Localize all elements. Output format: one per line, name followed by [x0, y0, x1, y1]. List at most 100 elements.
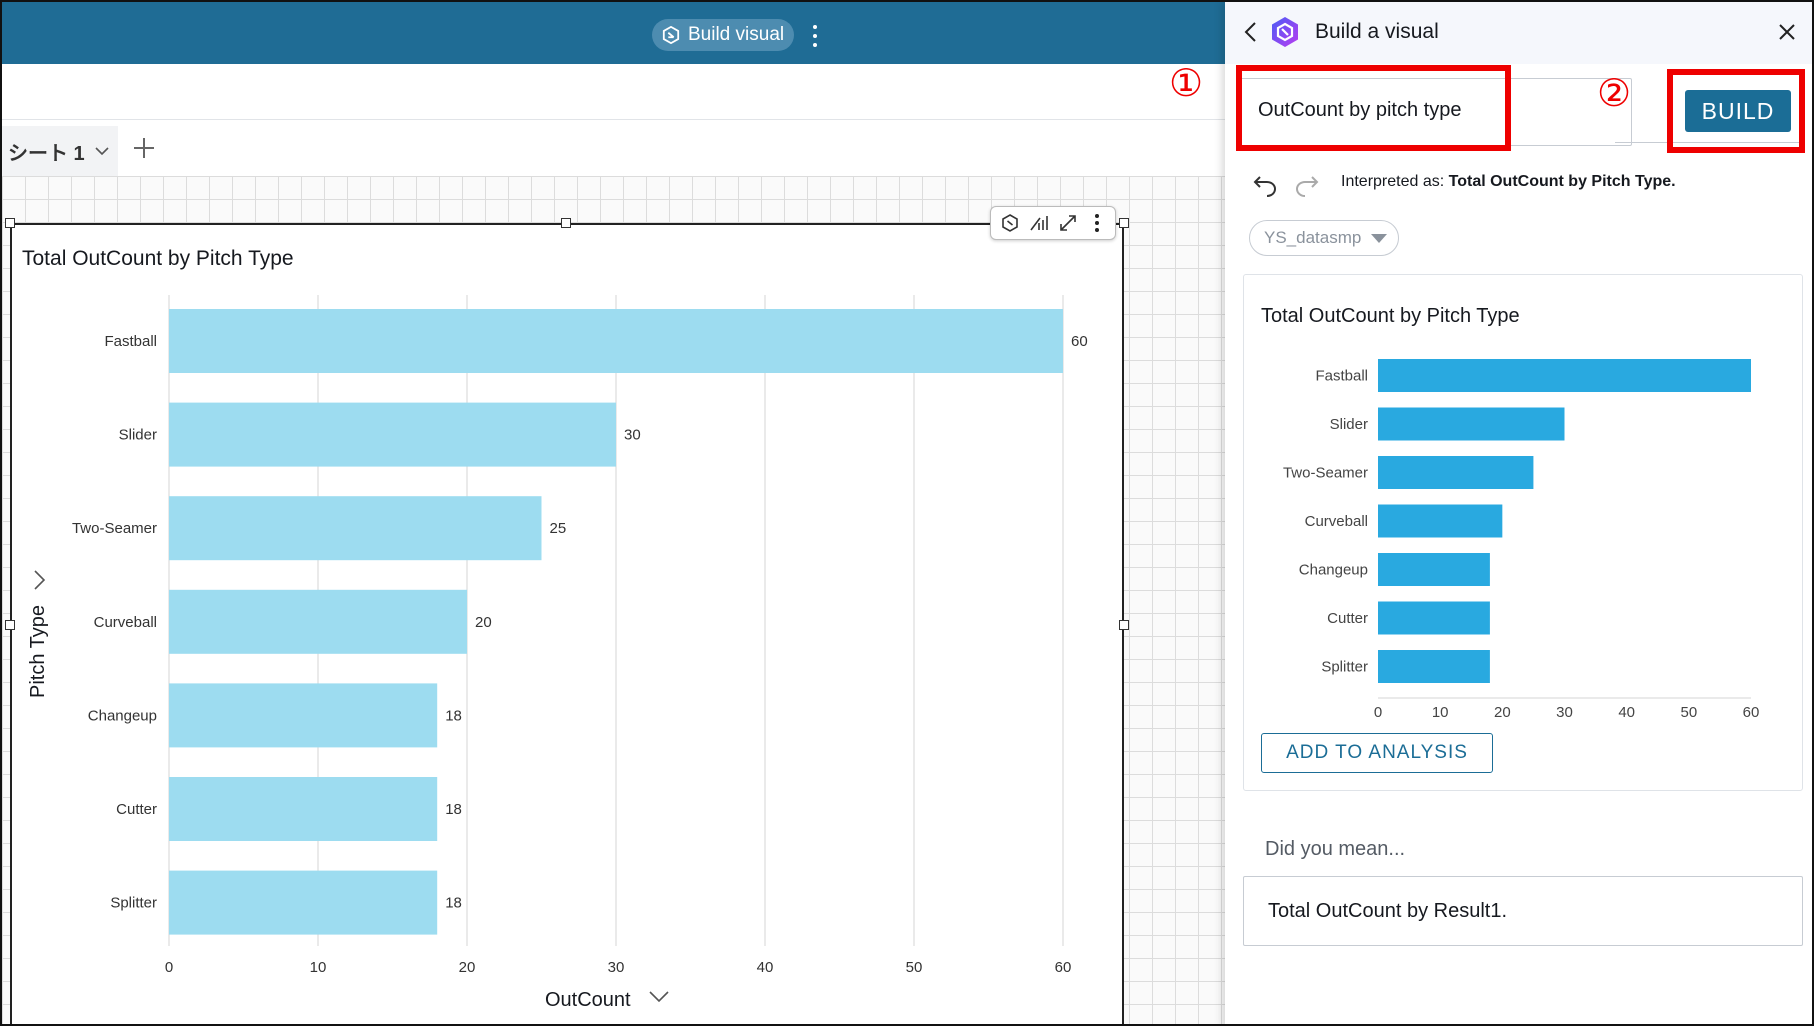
annotation-marker-2: ②: [1597, 71, 1632, 115]
main-category-label: Curveball: [94, 614, 157, 631]
sheet-tab-label: シート 1: [8, 142, 85, 165]
visual-toolbar: [990, 206, 1116, 240]
main-x-tick-label: 20: [459, 959, 476, 976]
main-category-label: Changeup: [88, 707, 157, 724]
preview-category-label: Cutter: [1327, 610, 1368, 627]
close-icon[interactable]: [1777, 22, 1797, 42]
query-input[interactable]: [1258, 99, 1548, 122]
preview-x-tick-label: 50: [1680, 704, 1697, 721]
preview-bar[interactable]: [1378, 650, 1490, 683]
main-value-label: 60: [1071, 333, 1088, 350]
top-header-bar: Build visual: [2, 2, 1225, 64]
sheet-tab[interactable]: シート 1: [2, 126, 118, 176]
main-bar[interactable]: [169, 402, 616, 467]
preview-bar[interactable]: [1378, 553, 1490, 586]
undo-icon[interactable]: [1249, 174, 1279, 198]
preview-bar[interactable]: [1378, 359, 1751, 392]
main-category-label: Two-Seamer: [72, 520, 157, 537]
preview-x-tick-label: 60: [1743, 704, 1760, 721]
preview-x-tick-label: 0: [1374, 704, 1382, 721]
build-visual-panel: Build a visual BUILD ① ② Interpreted as:…: [1169, 2, 1812, 1024]
toolbar-row: [2, 64, 1225, 120]
main-value-label: 25: [550, 520, 567, 537]
resize-handle[interactable]: [561, 218, 571, 228]
main-bar-chart: Fastball Slider Two-Seamer Curveball Changeu…: [27, 295, 1088, 1011]
interpreted-as-text: Interpreted as: Total OutCount by Pitch …: [1341, 173, 1676, 191]
preview-x-tick-label: 10: [1432, 704, 1449, 721]
build-button[interactable]: BUILD: [1685, 90, 1791, 132]
preview-bar[interactable]: [1378, 407, 1565, 441]
preview-bar[interactable]: [1378, 601, 1490, 635]
sheet-tab-bar: シート 1: [2, 120, 1225, 176]
main-x-tick-label: 50: [906, 959, 923, 976]
preview-category-labels: Fastball Slider Two-Seamer Curveball Changeu…: [1283, 368, 1368, 676]
main-bar[interactable]: [169, 683, 438, 748]
main-category-label: Cutter: [116, 801, 157, 818]
redo-icon[interactable]: [1293, 174, 1323, 198]
x-axis-chevron-icon[interactable]: [649, 991, 669, 1003]
q-icon: [662, 26, 680, 44]
preview-bars: [1378, 359, 1751, 683]
resize-handle[interactable]: [1119, 620, 1129, 630]
main-bar[interactable]: [169, 309, 1063, 373]
query-underline: [1615, 142, 1805, 143]
preview-bar[interactable]: [1378, 504, 1503, 538]
q-icon[interactable]: [998, 211, 1022, 235]
dataset-dropdown[interactable]: YS_datasmp: [1249, 220, 1399, 256]
interpreted-prefix: Interpreted as:: [1341, 173, 1445, 190]
q-logo-icon: [1272, 17, 1298, 47]
resize-handle[interactable]: [5, 218, 15, 228]
main-x-tick-label: 60: [1055, 959, 1072, 976]
preview-category-label: Splitter: [1321, 659, 1368, 676]
main-bar[interactable]: [169, 777, 438, 841]
preview-category-label: Slider: [1330, 416, 1368, 433]
main-x-tick-label: 10: [310, 959, 327, 976]
interpreted-value: Total OutCount by Pitch Type.: [1448, 173, 1676, 190]
preview-tick-labels: 0 10 20 30 40 50 60: [1374, 697, 1760, 721]
annotation-box-query: [1236, 65, 1511, 151]
preview-category-label: Two-Seamer: [1283, 465, 1368, 482]
main-value-labels: 60 30 25 20 18 18 18: [445, 333, 1087, 912]
more-options-icon[interactable]: [808, 22, 822, 50]
main-category-label: Fastball: [104, 333, 157, 350]
y-axis-title[interactable]: Pitch Type: [27, 605, 49, 698]
preview-title: Total OutCount by Pitch Type: [1261, 305, 1520, 327]
kebab-vertical-icon[interactable]: [1085, 211, 1109, 235]
preview-bar-chart: Fastball Slider Two-Seamer Curveball Changeu…: [1283, 359, 1760, 721]
query-field[interactable]: [1237, 78, 1632, 146]
main-bar[interactable]: [169, 496, 542, 561]
main-x-tick-label: 30: [608, 959, 625, 976]
main-value-label: 18: [445, 801, 462, 818]
resize-handle[interactable]: [1119, 218, 1129, 228]
build-visual-button[interactable]: Build visual: [652, 19, 794, 51]
main-value-label: 20: [475, 614, 492, 631]
main-x-tick-label: 0: [165, 959, 173, 976]
suggestion-item[interactable]: Total OutCount by Result1.: [1243, 876, 1803, 946]
main-bar[interactable]: [169, 870, 438, 935]
y-axis-chevron-icon[interactable]: [34, 570, 46, 590]
analysis-icon[interactable]: [1027, 211, 1051, 235]
back-chevron-icon[interactable]: [1241, 20, 1261, 44]
main-tick-labels: 0 10 20 30 40 50 60: [165, 959, 1072, 976]
add-sheet-icon[interactable]: [130, 134, 158, 162]
annotation-box-build: [1667, 69, 1805, 153]
main-value-label: 30: [624, 427, 641, 444]
main-x-tick-label: 40: [757, 959, 774, 976]
main-bars: [169, 309, 1063, 935]
preview-x-tick-label: 30: [1556, 704, 1573, 721]
x-axis-title[interactable]: OutCount: [545, 989, 631, 1011]
main-value-label: 18: [445, 707, 462, 724]
panel-title: Build a visual: [1315, 20, 1439, 43]
annotation-marker-1: ①: [1169, 61, 1204, 105]
main-bar[interactable]: [169, 589, 467, 654]
preview-x-tick-label: 40: [1618, 704, 1635, 721]
panel-header: Build a visual: [1225, 2, 1812, 64]
caret-down-icon: [1371, 233, 1388, 243]
main-value-label: 18: [445, 895, 462, 912]
chevron-down-icon[interactable]: [95, 144, 109, 158]
add-to-analysis-button[interactable]: ADD TO ANALYSIS: [1261, 733, 1493, 773]
preview-bar[interactable]: [1378, 456, 1534, 489]
resize-handle[interactable]: [5, 620, 15, 630]
expand-icon[interactable]: [1056, 211, 1080, 235]
